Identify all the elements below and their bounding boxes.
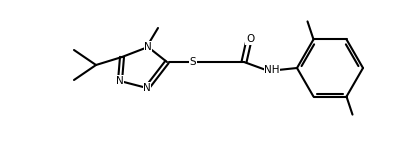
Text: N: N bbox=[144, 42, 152, 52]
Text: N: N bbox=[116, 76, 124, 86]
Text: NH: NH bbox=[264, 65, 280, 75]
Text: N: N bbox=[143, 83, 151, 93]
Text: O: O bbox=[246, 34, 254, 44]
Text: S: S bbox=[190, 57, 196, 67]
